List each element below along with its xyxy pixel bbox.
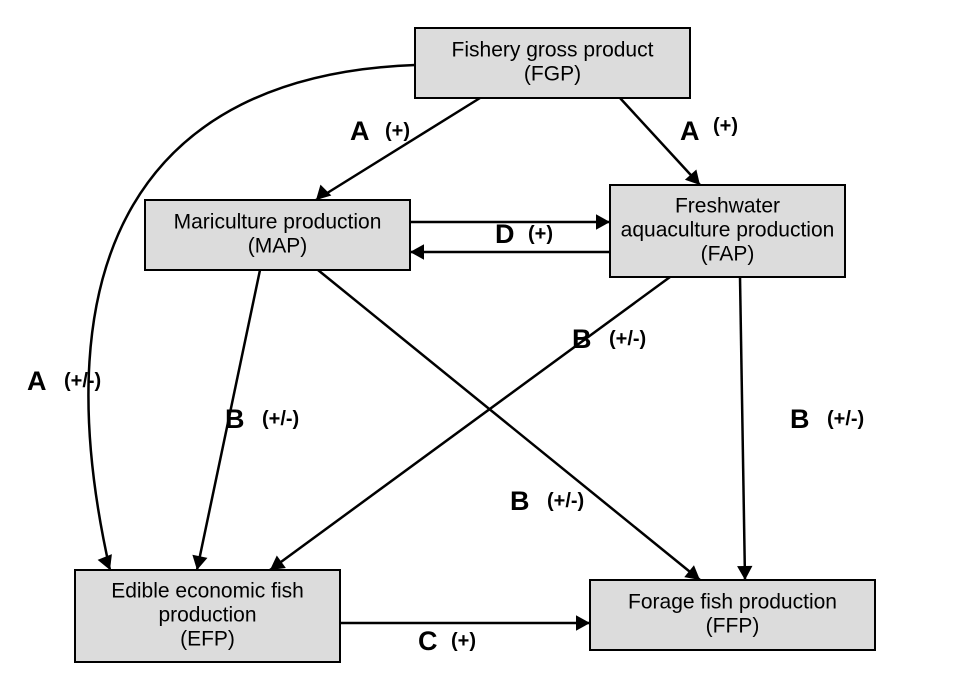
node-map-line0: Mariculture production xyxy=(174,211,382,234)
edge-label-fap-efp: B xyxy=(572,324,592,354)
node-fap: Freshwateraquaculture production(FAP) xyxy=(610,185,845,277)
edge-sign-fap-ffp: (+/-) xyxy=(827,408,864,430)
node-ffp-line0: Forage fish production xyxy=(628,591,837,614)
node-efp-line1: production xyxy=(158,604,256,627)
edge-label-fap-ffp: B xyxy=(790,404,810,434)
edge-label-map-efp: B xyxy=(225,404,245,434)
edge-sign-fgp-fap: (+) xyxy=(713,115,738,137)
edge-label-fgp-map: A xyxy=(350,116,370,146)
node-efp-line2: (EFP) xyxy=(180,628,235,651)
node-ffp: Forage fish production(FFP) xyxy=(590,580,875,650)
edge-sign-fap-map-bot: (+) xyxy=(528,223,553,245)
node-map-line1: (MAP) xyxy=(248,235,308,258)
edge-sign-fgp-efp: (+/-) xyxy=(64,370,101,392)
node-fap-line2: (FAP) xyxy=(701,243,755,266)
edge-sign-fap-efp: (+/-) xyxy=(609,328,646,350)
node-fgp-line0: Fishery gross product xyxy=(452,39,654,62)
edge-sign-efp-ffp: (+) xyxy=(451,630,476,652)
node-ffp-line1: (FFP) xyxy=(706,615,760,638)
node-efp-line0: Edible economic fish xyxy=(111,580,304,603)
edge-sign-fgp-map: (+) xyxy=(385,120,410,142)
edge-label-fgp-efp: A xyxy=(27,366,47,396)
edge-label-fap-map-bot: D xyxy=(495,219,515,249)
edge-sign-map-ffp: (+/-) xyxy=(547,490,584,512)
edge-label-efp-ffp: C xyxy=(418,626,438,656)
node-fgp: Fishery gross product(FGP) xyxy=(415,28,690,98)
edge-label-fgp-fap: A xyxy=(680,116,700,146)
node-map: Mariculture production(MAP) xyxy=(145,200,410,270)
edge-sign-map-efp: (+/-) xyxy=(262,408,299,430)
flowchart-svg: A (+) A (+) A (+/-) D (+) B (+/-) B (+/-) B (+/-) B (+/… xyxy=(0,0,960,690)
edge-label-map-ffp: B xyxy=(510,486,530,516)
node-fgp-line1: (FGP) xyxy=(524,63,581,86)
node-efp: Edible economic fishproduction(EFP) xyxy=(75,570,340,662)
node-fap-line1: aquaculture production xyxy=(621,219,835,242)
node-fap-line0: Freshwater xyxy=(675,195,780,218)
